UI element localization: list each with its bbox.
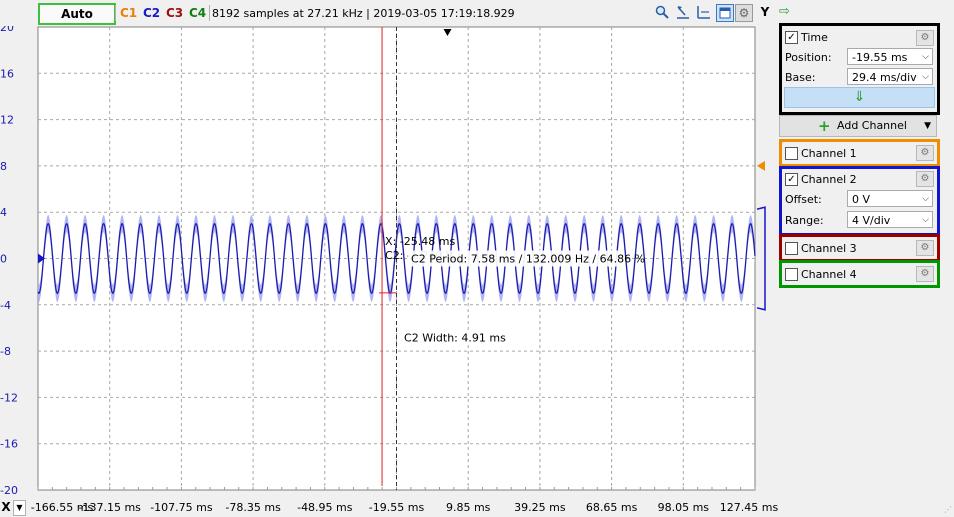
plus-icon: +: [818, 117, 831, 135]
acquisition-info: 8192 samples at 27.21 kHz | 2019-03-05 1…: [212, 7, 515, 20]
divider: [209, 5, 210, 21]
width-measure-bg: [402, 330, 499, 345]
x-tick-label: 127.45 ms: [719, 501, 779, 514]
chevron-down-icon[interactable]: ▼: [13, 500, 26, 516]
channel2-toggle[interactable]: C2: [143, 6, 161, 20]
divider: [115, 5, 116, 21]
base-label: Base:: [785, 71, 816, 84]
gear-icon[interactable]: ⚙: [916, 171, 934, 187]
y-tick-label: -4: [0, 299, 11, 312]
range-select[interactable]: 4 V/div ⌵: [847, 211, 933, 228]
channel1-panel: Channel 1 ⚙: [779, 139, 940, 167]
y-tick-label: 12: [0, 114, 14, 127]
channel1-title: Channel 1: [801, 147, 857, 160]
channel3-checkbox[interactable]: [785, 242, 798, 255]
window-icon[interactable]: [716, 4, 734, 22]
time-settings-panel: ✓ Time ⚙ Position: -19.55 ms ⌵ Base: 29.4…: [779, 23, 940, 115]
y-axis-button[interactable]: Y: [760, 5, 770, 19]
chevron-down-icon: ⌵: [922, 72, 929, 82]
x-tick-label: 68.65 ms: [585, 501, 638, 514]
position-value: -19.55 ms: [852, 51, 908, 64]
y-tick-label: -8: [0, 345, 11, 358]
y-tick-label: 16: [0, 67, 14, 80]
gear-icon[interactable]: ⚙: [916, 30, 934, 46]
channel4-panel: Channel 4 ⚙: [779, 260, 940, 288]
add-channel-button[interactable]: + Add Channel ▼: [779, 115, 937, 137]
x-tick-label: -19.55 ms: [368, 501, 425, 514]
time-enabled-checkbox[interactable]: ✓: [785, 31, 798, 44]
x-tick-label: -107.75 ms: [150, 501, 213, 514]
c2-offset-marker-icon[interactable]: [38, 253, 45, 264]
channel4-title: Channel 4: [801, 268, 857, 281]
x-tick-label: -78.35 ms: [225, 501, 281, 514]
add-channel-label: Add Channel: [837, 119, 907, 132]
y-tick-label: 8: [0, 160, 7, 173]
channel4-checkbox[interactable]: [785, 268, 798, 281]
base-value: 29.4 ms/div: [852, 71, 917, 84]
resize-grip-icon[interactable]: ⋰: [944, 505, 952, 514]
y-tick-label: 4: [0, 206, 7, 219]
gear-icon[interactable]: ⚙: [916, 145, 934, 161]
y-tick-label: -20: [0, 484, 18, 497]
channel2-title: Channel 2: [801, 173, 857, 186]
chevron-down-icon: ⌵: [922, 215, 929, 225]
time-title: Time: [801, 31, 828, 44]
gear-icon[interactable]: ⚙: [916, 266, 934, 282]
auto-mode-button[interactable]: Auto: [38, 3, 116, 25]
x-axis-button[interactable]: X: [1, 500, 11, 514]
channel1-toggle[interactable]: C1: [120, 6, 138, 20]
position-select[interactable]: -19.55 ms ⌵: [847, 48, 933, 65]
c2-range-bracket: [756, 206, 766, 311]
x-tick-label: -48.95 ms: [297, 501, 353, 514]
chevron-down-icon: ⌵: [922, 194, 929, 204]
cursor-x-readout: X: -25.48 ms: [385, 235, 455, 248]
range-label: Range:: [785, 214, 824, 227]
y-tick-label: -12: [0, 391, 18, 404]
zoom-icon[interactable]: [654, 4, 670, 20]
toolbar: Auto C1 C2 C3 C4 8192 samples at 27.21 k…: [0, 0, 790, 26]
x-tick-label: 98.05 ms: [657, 501, 710, 514]
trigger-marker-icon[interactable]: [443, 29, 452, 36]
width-measurement: C2 Width: 4.91 ms: [404, 332, 506, 345]
x-tick-label: -137.15 ms: [78, 501, 141, 514]
cursor-x-icon[interactable]: [675, 4, 691, 20]
x-tick-label: 9.85 ms: [445, 501, 491, 514]
channel3-title: Channel 3: [801, 242, 857, 255]
offset-value: 0 V: [852, 193, 871, 206]
period-measure-bg: [408, 250, 625, 267]
channel3-toggle[interactable]: C3: [166, 6, 184, 20]
settings-icon[interactable]: ⚙: [735, 4, 753, 22]
y-tick-label: 0: [0, 253, 7, 266]
chevron-down-icon: ⌵: [922, 52, 929, 62]
apply-down-arrow-button[interactable]: ⇓: [784, 87, 935, 108]
gear-icon[interactable]: ⚙: [916, 240, 934, 256]
offset-label: Offset:: [785, 193, 822, 206]
y-tick-label: -16: [0, 438, 18, 451]
offset-select[interactable]: 0 V ⌵: [847, 190, 933, 207]
x-tick-label: 39.25 ms: [514, 501, 566, 514]
arrow-right-icon[interactable]: ⇨: [779, 4, 790, 19]
base-select[interactable]: 29.4 ms/div ⌵: [847, 68, 933, 85]
channel2-panel: ✓ Channel 2 ⚙ Offset: 0 V ⌵ Range: 4 V/di…: [779, 166, 940, 236]
channel1-checkbox[interactable]: [785, 147, 798, 160]
cursor-y-icon[interactable]: [696, 4, 712, 20]
position-label: Position:: [785, 51, 832, 64]
c1-offset-marker-icon[interactable]: [757, 160, 765, 171]
range-value: 4 V/div: [852, 214, 891, 227]
period-measurement: C2 Period: 7.58 ms / 132.009 Hz / 64.86 …: [411, 253, 645, 266]
chevron-down-icon: ▼: [924, 121, 931, 131]
channel2-checkbox[interactable]: ✓: [785, 173, 798, 186]
channel4-toggle[interactable]: C4: [189, 6, 207, 20]
x-tick-label: -166.55 ms: [30, 501, 94, 514]
channel3-panel: Channel 3 ⚙: [779, 234, 940, 262]
